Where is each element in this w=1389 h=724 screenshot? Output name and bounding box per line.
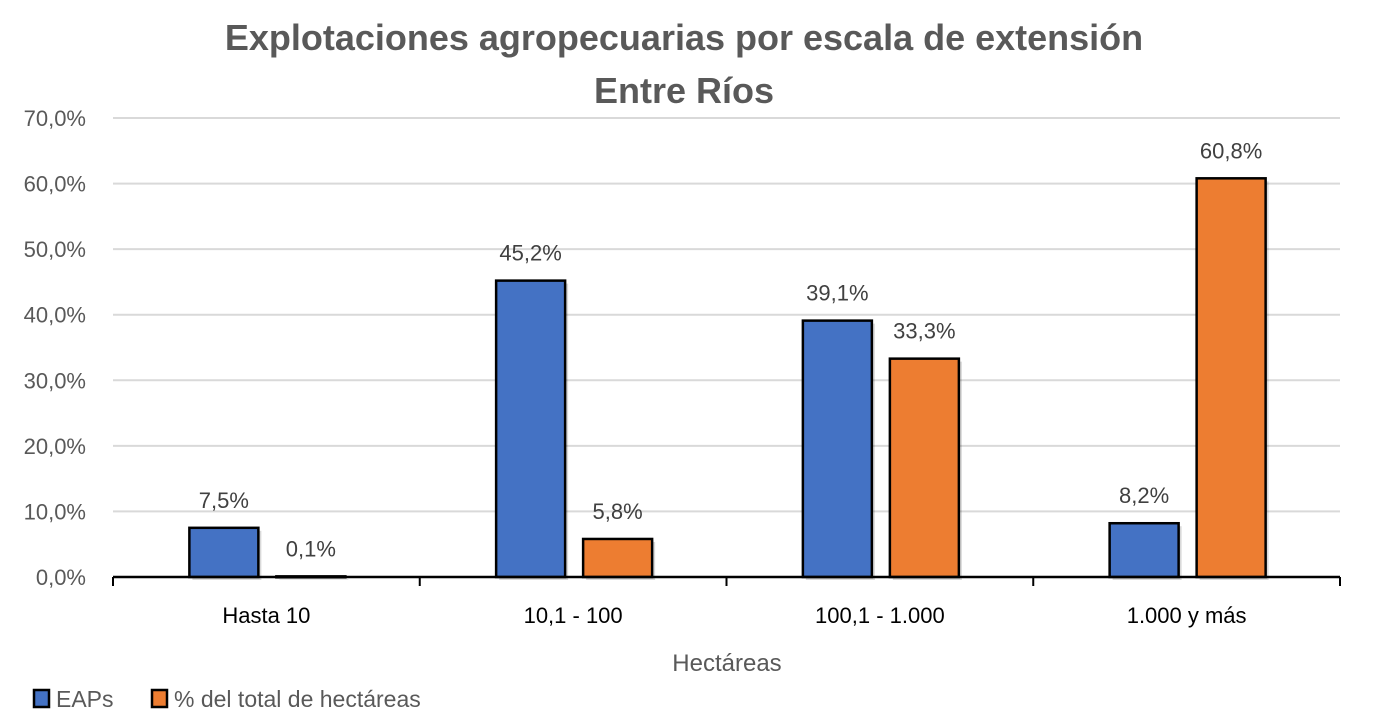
y-tick-label: 40,0% — [24, 303, 86, 328]
data-label: 8,2% — [1119, 483, 1169, 508]
x-category-label: 10,1 - 100 — [524, 603, 623, 628]
legend-swatch-eaps — [32, 688, 51, 709]
data-label: 45,2% — [499, 241, 561, 266]
bar-eaps — [494, 279, 567, 579]
x-axis-title: Hectáreas — [672, 650, 781, 677]
legend-label-eaps: EAPs — [56, 686, 114, 712]
bar-eaps — [188, 526, 260, 579]
x-category-label: 1.000 y más — [1127, 603, 1247, 628]
chart-subtitle: Entre Ríos — [594, 70, 774, 111]
data-label: 60,8% — [1200, 138, 1262, 163]
bar-shadow — [279, 579, 349, 580]
chart-title: Explotaciones agropecuarias por escala d… — [225, 17, 1143, 58]
bar-hectareas — [581, 537, 654, 579]
y-tick-label: 20,0% — [24, 434, 86, 459]
bar-eaps — [801, 319, 874, 579]
y-tick-label: 50,0% — [24, 237, 86, 262]
x-category-label: 100,1 - 1.000 — [815, 603, 945, 628]
y-tick-label: 70,0% — [24, 106, 86, 131]
y-tick-label: 10,0% — [24, 499, 86, 524]
data-label: 39,1% — [806, 281, 868, 306]
x-category-label: Hasta 10 — [222, 603, 310, 628]
data-label: 0,1% — [286, 536, 336, 561]
bar-hectareas — [888, 357, 961, 579]
data-label: 33,3% — [893, 319, 955, 344]
y-tick-label: 60,0% — [24, 172, 86, 197]
legend: EAPs % del total de hectáreas — [32, 686, 421, 712]
legend-label-hectareas: % del total de hectáreas — [174, 686, 421, 712]
data-label: 7,5% — [199, 488, 249, 513]
legend-swatch-hectareas — [150, 688, 169, 709]
y-tick-label: 0,0% — [36, 565, 86, 590]
data-label: 5,8% — [593, 499, 643, 524]
bar-hectareas — [1195, 177, 1267, 579]
y-tick-label: 30,0% — [24, 368, 86, 393]
bar-eaps — [1108, 521, 1180, 579]
